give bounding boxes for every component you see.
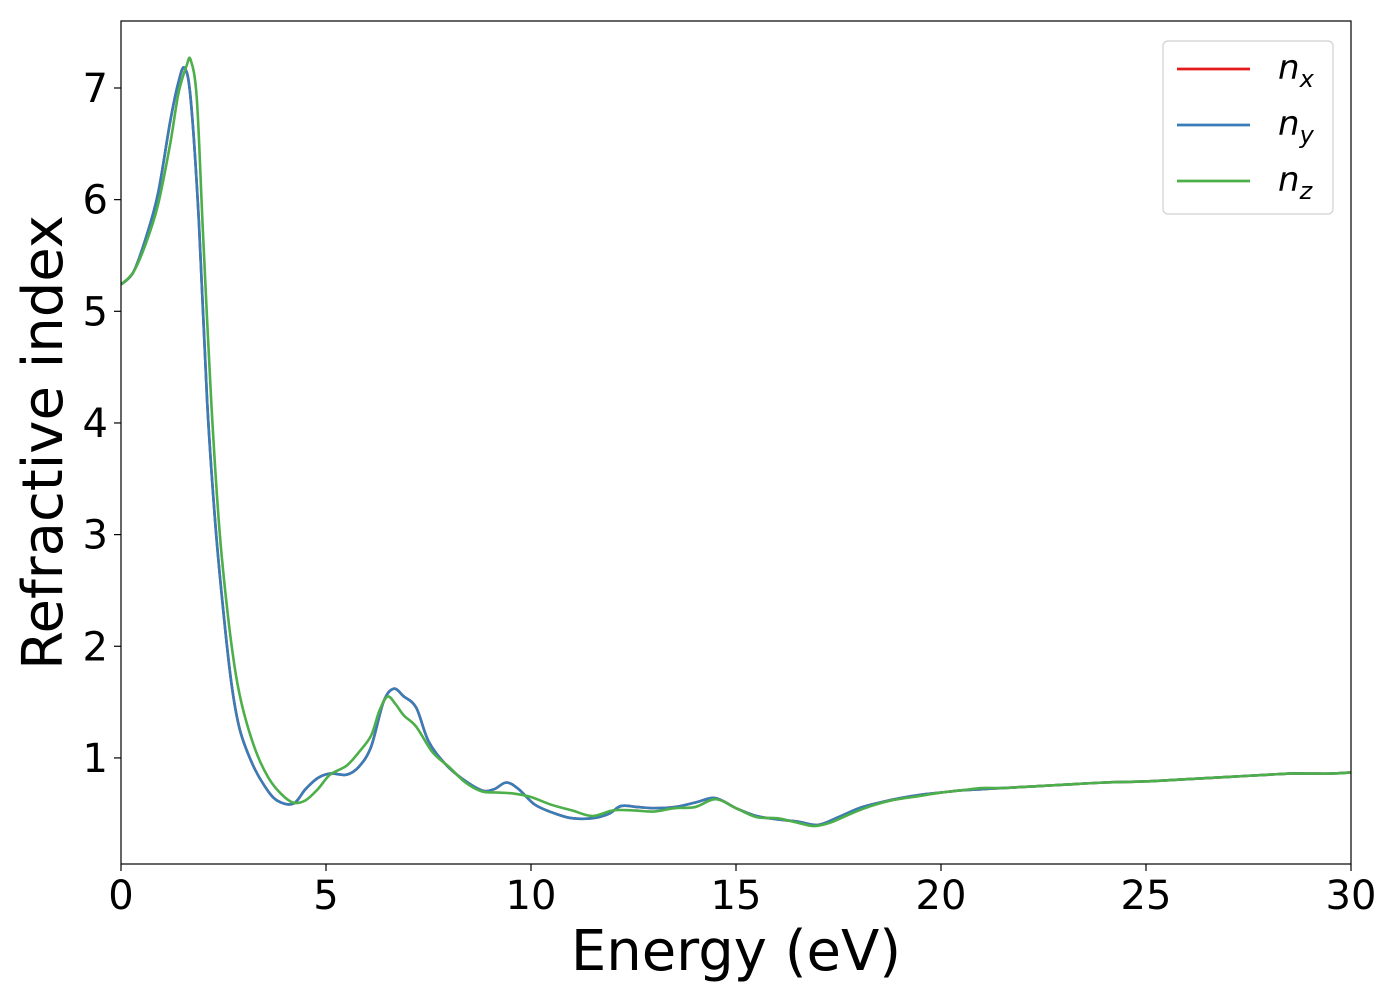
x-tick-label: 30 <box>1326 873 1377 919</box>
y-tick-label: 7 <box>83 66 108 112</box>
x-tick-label: 15 <box>711 873 762 919</box>
y-tick-label: 3 <box>83 513 108 559</box>
y-tick-label: 6 <box>83 178 108 224</box>
series-line-z <box>121 56 1351 828</box>
x-tick-label: 0 <box>108 873 133 919</box>
y-tick-label: 4 <box>83 401 108 447</box>
y-tick-label: 5 <box>83 289 108 335</box>
x-axis-label: Energy (eV) <box>571 919 901 984</box>
y-tick-label: 1 <box>83 736 108 782</box>
legend-box <box>1162 40 1334 215</box>
legend-label-z: nz <box>1278 160 1314 205</box>
ticks-layer: 0 5 10 15 20 25 30 1 2 3 4 5 6 7 <box>83 66 1377 919</box>
y-tick-label: 2 <box>83 624 108 670</box>
legend-label-y: ny <box>1278 104 1315 149</box>
series-layer <box>121 56 1351 828</box>
x-tick-label: 25 <box>1121 873 1172 919</box>
y-axis-label: Refractive index <box>11 215 76 670</box>
x-tick-label: 5 <box>313 873 338 919</box>
x-tick-label: 10 <box>506 873 557 919</box>
x-tick-label: 20 <box>916 873 967 919</box>
legend: nx ny nz <box>1162 40 1334 215</box>
legend-label-x: nx <box>1278 48 1315 93</box>
